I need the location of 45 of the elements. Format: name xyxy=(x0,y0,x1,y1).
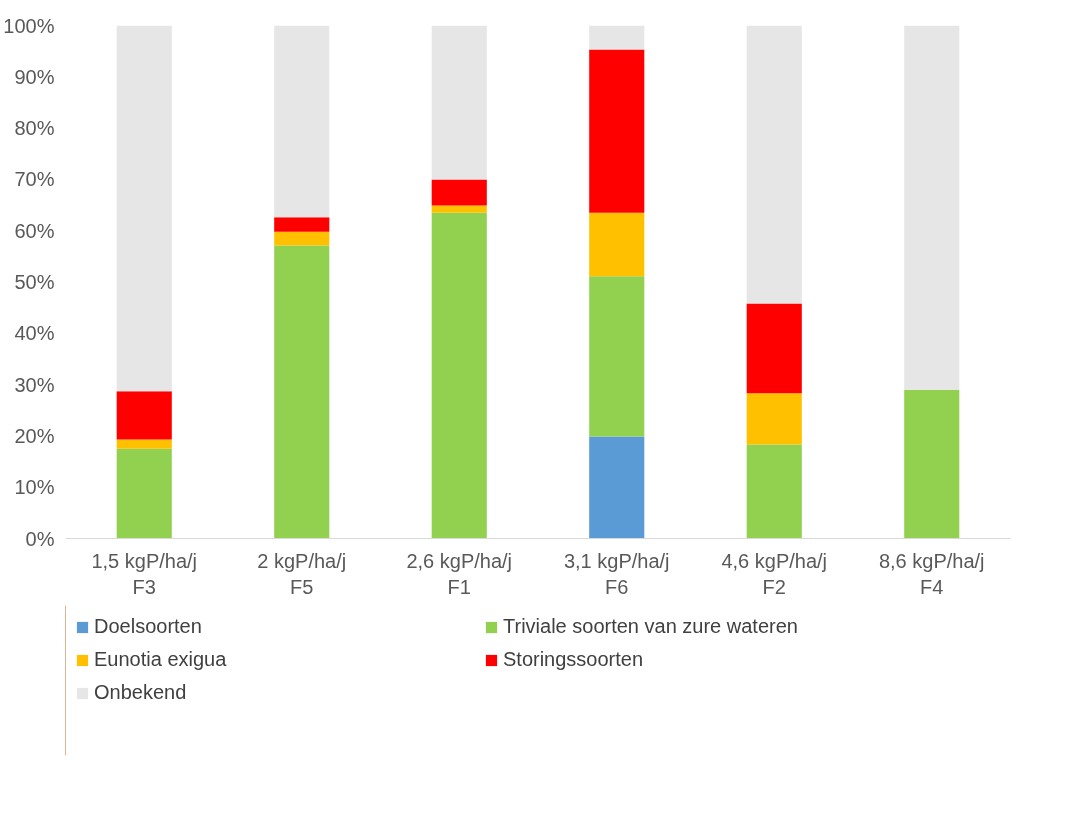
bar xyxy=(274,217,330,232)
x-tick-label: 4,6 kgP/ha/j F2 xyxy=(721,549,828,598)
legend-label: Storingssoorten xyxy=(503,648,645,671)
bar xyxy=(589,276,645,437)
bar xyxy=(116,391,172,440)
bar xyxy=(116,25,172,392)
bar xyxy=(431,212,487,539)
bar xyxy=(589,25,645,50)
x-tick-label: 1,5 kgP/ha/j F3 xyxy=(91,549,198,598)
y-tick-label: 10% xyxy=(14,476,55,499)
y-tick-label: 100% xyxy=(3,14,55,37)
bar xyxy=(116,448,172,539)
y-tick-label: 60% xyxy=(14,219,55,242)
bar xyxy=(589,49,645,213)
bar xyxy=(116,439,172,449)
bar xyxy=(431,205,487,213)
x-tick-label: 3,1 kgP/ha/j F6 xyxy=(563,549,670,598)
y-tick-label: 50% xyxy=(14,271,55,293)
bar xyxy=(589,436,645,539)
y-tick-label: 30% xyxy=(14,373,55,396)
bar xyxy=(746,303,802,394)
legend-label: Eunotia exigua xyxy=(94,648,228,671)
y-tick-label: 0% xyxy=(25,527,55,550)
bar xyxy=(589,212,645,277)
bar xyxy=(904,389,960,539)
bar xyxy=(274,25,330,218)
y-tick-label: 80% xyxy=(14,117,55,140)
bar xyxy=(904,25,960,390)
y-tick-label: 20% xyxy=(14,424,55,447)
bar xyxy=(746,393,802,445)
bar xyxy=(274,231,330,246)
y-tick-label: 90% xyxy=(14,65,55,88)
bar xyxy=(274,245,330,539)
bar xyxy=(746,25,802,304)
y-tick-label: 40% xyxy=(14,322,55,345)
legend-label: Onbekend xyxy=(94,681,188,704)
x-tick-label: 2 kgP/ha/j F5 xyxy=(257,549,347,598)
x-tick-label: 8,6 kgP/ha/j F4 xyxy=(878,549,985,598)
legend-label: Triviale soorten van zure wateren xyxy=(503,615,799,638)
x-tick-label: 2,6 kgP/ha/j F1 xyxy=(406,549,513,598)
y-tick-label: 70% xyxy=(14,168,55,191)
legend-label: Doelsoorten xyxy=(94,615,203,638)
bar xyxy=(431,179,487,206)
bar xyxy=(431,25,487,180)
bar xyxy=(746,444,802,539)
